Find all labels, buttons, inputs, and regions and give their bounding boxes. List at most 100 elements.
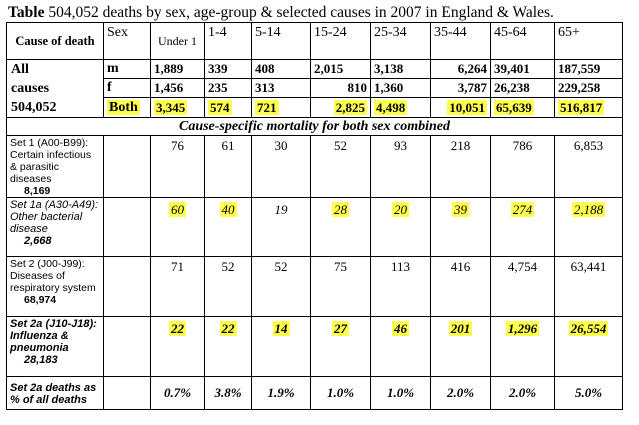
table-caption: Table 504,052 deaths by sex, age-group &… xyxy=(8,4,633,22)
highlight: 46 xyxy=(392,321,409,336)
value-cell: 516,817 xyxy=(554,97,623,118)
highlight: 2,188 xyxy=(571,202,606,217)
value-cell: 313 xyxy=(251,78,311,98)
value-cell xyxy=(103,376,151,410)
value-cell: 20 xyxy=(370,197,431,257)
value-cell: 1.0% xyxy=(310,376,371,410)
value-cell: 19 xyxy=(251,197,311,257)
all-causes-label: All causes 504,052 xyxy=(6,59,104,118)
highlight: 65,639 xyxy=(494,99,534,115)
value-cell: 22 xyxy=(204,316,252,377)
highlight: 201 xyxy=(448,321,473,336)
caption-bold: Table xyxy=(8,4,45,21)
highlight: 22 xyxy=(169,321,186,336)
value-cell: 339 xyxy=(204,59,252,79)
set-label: Set 2 (J00-J99): Diseases of respiratory… xyxy=(6,256,104,317)
set-total: 8,169 xyxy=(24,185,51,197)
value-cell: 52 xyxy=(204,256,252,317)
all-causes-line-0: All xyxy=(11,62,29,77)
highlight: Both xyxy=(107,99,140,115)
value-cell: 0.7% xyxy=(150,376,205,410)
value-cell: 52 xyxy=(310,135,371,198)
set-total: 2,668 xyxy=(24,235,52,247)
highlight: 274 xyxy=(510,202,535,217)
mortality-table: Cause of death Sex Under 1 1-4 5-14 15-2… xyxy=(6,22,623,410)
highlight: 516,817 xyxy=(558,99,605,115)
value-cell: 52 xyxy=(251,256,311,317)
value-cell xyxy=(103,316,151,377)
value-cell: 30 xyxy=(251,135,311,198)
value-cell: 60 xyxy=(150,197,205,257)
value-cell: 1.0% xyxy=(370,376,431,410)
value-cell: 14 xyxy=(251,316,311,377)
value-cell: 2.0% xyxy=(430,376,491,410)
sex-cell: Both xyxy=(103,97,151,118)
value-cell: 27 xyxy=(310,316,371,377)
percent-label: Set 2a deaths as % of all deaths xyxy=(6,376,104,410)
header-age-6: 45-64 xyxy=(490,22,555,60)
highlight: 22 xyxy=(219,321,237,336)
value-cell: 1,456 xyxy=(150,78,205,98)
header-age-7: 65+ xyxy=(554,22,623,60)
header-age-4: 25-34 xyxy=(370,22,431,60)
value-cell xyxy=(103,197,151,257)
value-cell: 3,787 xyxy=(430,78,491,98)
value-cell: 408 xyxy=(251,59,311,79)
value-cell xyxy=(103,135,151,198)
set-label-text: Set 2a (J10-J18): Influenza & pneumonia xyxy=(10,318,97,354)
value-cell: 6,264 xyxy=(430,59,491,79)
header-age-2: 5-14 xyxy=(251,22,311,60)
value-cell: 810 xyxy=(310,78,371,98)
header-age-5: 35-44 xyxy=(430,22,491,60)
highlight: 574 xyxy=(208,99,232,115)
percent-row: Set 2a deaths as % of all deaths 0.7% 3.… xyxy=(6,376,623,410)
header-row: Cause of death Sex Under 1 1-4 5-14 15-2… xyxy=(6,22,623,60)
highlight: 3,345 xyxy=(154,99,188,115)
highlight: 39 xyxy=(452,202,469,217)
set-label-text: Set 1 (A00-B99): Certain infectious & pa… xyxy=(10,137,92,185)
all-causes-row-m: All causes 504,052 m 1,889 339 408 2,015… xyxy=(6,59,623,118)
highlight: 10,051 xyxy=(447,99,487,115)
highlight: 26,554 xyxy=(568,321,609,336)
highlight: 14 xyxy=(272,321,290,336)
value-cell: 229,258 xyxy=(554,78,623,98)
set-row-1a: Set 1a (A30-A49): Other bacterial diseas… xyxy=(6,197,623,257)
value-cell: 113 xyxy=(370,256,431,317)
highlight: 40 xyxy=(219,202,237,217)
set-label: Set 1 (A00-B99): Certain infectious & pa… xyxy=(6,135,104,198)
value-cell: 1,360 xyxy=(370,78,431,98)
value-cell: 65,639 xyxy=(490,97,555,118)
value-cell: 26,238 xyxy=(490,78,555,98)
value-cell: 218 xyxy=(430,135,491,198)
value-cell: 1,889 xyxy=(150,59,205,79)
highlight: 20 xyxy=(392,202,409,217)
all-causes-line-2: 504,052 xyxy=(11,100,57,115)
value-cell: 274 xyxy=(490,197,555,257)
set-row-2a: Set 2a (J10-J18): Influenza & pneumonia 2… xyxy=(6,316,623,377)
header-sex: Sex xyxy=(103,22,151,60)
sex-cell: f xyxy=(103,78,151,98)
value-cell: 235 xyxy=(204,78,252,98)
value-cell: 71 xyxy=(150,256,205,317)
value-cell: 2,825 xyxy=(310,97,371,118)
value-cell: 6,853 xyxy=(554,135,623,198)
value-cell: 40 xyxy=(204,197,252,257)
all-causes-row-both: Both 3,345 574 721 2,825 4,498 10,051 65… xyxy=(7,97,623,118)
set-label: Set 2a (J10-J18): Influenza & pneumonia 2… xyxy=(6,316,104,377)
value-cell: 786 xyxy=(490,135,555,198)
value-cell: 1.9% xyxy=(251,376,311,410)
value-cell: 63,441 xyxy=(554,256,623,317)
header-cause: Cause of death xyxy=(6,22,104,60)
value-cell: 4,754 xyxy=(490,256,555,317)
highlight: 4,498 xyxy=(374,99,408,115)
highlight: 28 xyxy=(332,202,349,217)
value-cell: 3.8% xyxy=(204,376,252,410)
value-cell: 1,296 xyxy=(490,316,555,377)
set-row-1: Set 1 (A00-B99): Certain infectious & pa… xyxy=(6,135,623,198)
value-cell: 76 xyxy=(150,135,205,198)
highlight: 1,296 xyxy=(505,321,540,336)
banner-row: Cause-specific mortality for both sex co… xyxy=(6,117,623,136)
value-cell: 3,138 xyxy=(370,59,431,79)
value-cell: 2.0% xyxy=(490,376,555,410)
value-cell: 39 xyxy=(430,197,491,257)
